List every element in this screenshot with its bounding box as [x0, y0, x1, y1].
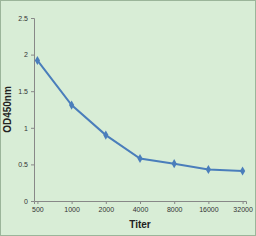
x-tick: 4000 — [133, 201, 149, 213]
y-tick-mark — [31, 55, 34, 56]
data-point — [69, 101, 74, 110]
x-tick-label: 500 — [32, 206, 44, 213]
x-tick-label: 8000 — [167, 206, 183, 213]
x-axis-line — [35, 202, 247, 205]
background — [1, 1, 256, 236]
y-tick-label: 2.5 — [18, 15, 28, 22]
y-tick-label: 2 — [24, 51, 28, 58]
x-tick: 32000 — [233, 201, 253, 213]
x-tick: 500 — [32, 201, 44, 213]
y-tick-mark — [31, 128, 34, 129]
data-point — [35, 56, 40, 65]
y-tick: 1 — [24, 125, 34, 132]
x-tick-mark — [106, 201, 107, 204]
data-point — [240, 166, 245, 175]
y-tick-label: 1.5 — [18, 88, 28, 95]
x-tick-mark — [243, 201, 244, 204]
data-point — [103, 131, 108, 140]
data-point — [206, 165, 211, 174]
data-line — [37, 60, 242, 171]
y-tick-label: 0 — [24, 198, 28, 205]
y-tick: 0 — [24, 198, 34, 205]
y-tick-mark — [31, 18, 34, 19]
x-tick-label: 32000 — [233, 206, 253, 213]
x-axis-title: Titer — [129, 219, 151, 230]
y-tick-label: 0.5 — [18, 161, 28, 168]
x-tick-mark — [140, 201, 141, 204]
x-tick-mark — [208, 201, 209, 204]
plot-area — [35, 56, 245, 176]
y-tick-mark — [31, 164, 34, 165]
y-axis-line — [31, 19, 35, 202]
x-tick-mark — [37, 201, 38, 204]
x-tick: 16000 — [199, 201, 219, 213]
chart: 0 0.5 1 1.5 2 2.5 500 1000 2000 4000 8000 16000 3200… — [0, 0, 256, 236]
x-tick-mark — [72, 201, 73, 204]
x-tick-label: 1000 — [64, 206, 80, 213]
x-tick: 2000 — [99, 201, 115, 213]
y-tick: 2.5 — [18, 15, 34, 22]
y-tick: 1.5 — [18, 88, 34, 95]
y-tick: 2 — [24, 51, 34, 58]
y-tick: 0.5 — [18, 161, 34, 168]
y-axis-title: OD450nm — [2, 86, 13, 133]
x-tick-mark — [174, 201, 175, 204]
x-tick-label: 4000 — [133, 206, 149, 213]
y-tick-label: 1 — [24, 125, 28, 132]
x-tick: 1000 — [64, 201, 80, 213]
data-point — [172, 159, 177, 168]
y-axis: 0 0.5 1 1.5 2 2.5 — [18, 15, 34, 205]
data-point — [137, 154, 142, 163]
x-tick-label: 16000 — [199, 206, 219, 213]
y-tick-mark — [31, 91, 34, 92]
x-axis: 500 1000 2000 4000 8000 16000 32000 — [32, 201, 253, 213]
x-tick-label: 2000 — [99, 206, 115, 213]
y-tick-mark — [31, 201, 34, 202]
x-tick: 8000 — [167, 201, 183, 213]
